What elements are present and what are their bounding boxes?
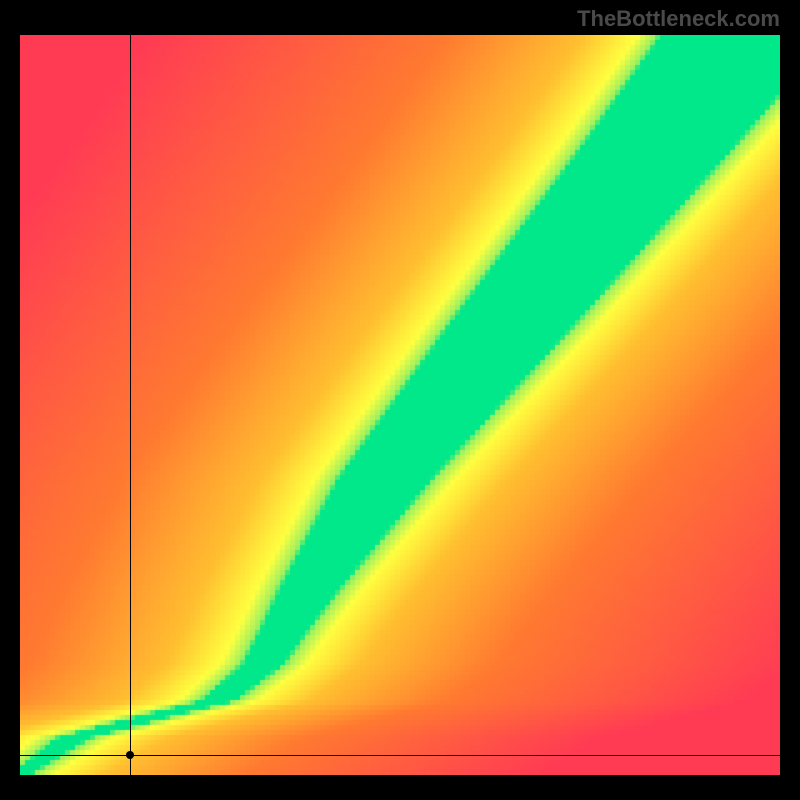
crosshair-marker	[126, 751, 134, 759]
watermark-text: TheBottleneck.com	[577, 6, 780, 32]
crosshair-vertical	[130, 35, 131, 775]
heatmap-canvas	[20, 35, 780, 775]
chart-container: TheBottleneck.com	[0, 0, 800, 800]
plot-area	[20, 35, 780, 775]
